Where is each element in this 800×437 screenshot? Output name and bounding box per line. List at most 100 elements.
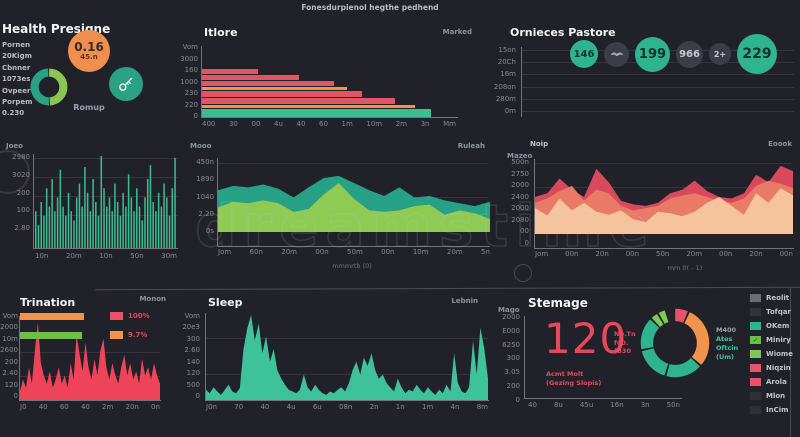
- hbar: [202, 75, 299, 80]
- joeo-bar-chart: [35, 156, 177, 248]
- x-tick-label: 4u: [286, 403, 296, 411]
- y-tick-label: Vom: [184, 312, 200, 320]
- x-tick-label: 3n: [420, 120, 430, 128]
- y-tick-label: 0: [193, 112, 198, 120]
- legend-swatch: [110, 331, 123, 339]
- stemage-y-axis-line: [524, 316, 525, 399]
- x-tick-label: 20m: [281, 248, 297, 256]
- y-tick-label: 450n: [196, 158, 214, 166]
- x-tick-label: 400: [202, 120, 216, 128]
- noip-y-axis-line: [534, 159, 535, 249]
- stemage-x-axis: 40 8u 45u 16n 3n 50n: [528, 402, 680, 409]
- ornices-circles-row: 146 199 966 2+ 229: [570, 32, 777, 76]
- sleep-panel: Sleep Lebnin Vom 20e3 300 2.60 140 120 500 0 J0…: [168, 292, 492, 437]
- y-tick-label: 200: [4, 357, 18, 366]
- legend-item: Niqzin: [750, 364, 793, 372]
- y-tick-label: 15on: [498, 46, 516, 54]
- noip-area-chart: [535, 160, 793, 234]
- noip-title: Noip: [530, 140, 549, 148]
- sleep-x-axis-line: [205, 400, 489, 401]
- joeo-x-axis: 10n 20m 10n 50n 30m: [35, 253, 177, 260]
- x-tick-label: Mm: [443, 120, 456, 128]
- y-tick-label: Vom: [2, 312, 18, 320]
- x-tick-label: 40: [528, 401, 537, 409]
- mooo-x-axis: Jom 60n 20m 00n 50m 00n 10m 20m 5n: [218, 249, 490, 256]
- x-tick-label: 08n: [339, 403, 353, 411]
- noip-panel: Noip Eoook Mazeo 500n 2750 2000 2400 2000 208…: [495, 136, 800, 288]
- mooo-right-label: Ruleah: [457, 142, 485, 150]
- y-tick-label: 1890: [196, 175, 214, 184]
- key-icon: [117, 75, 135, 93]
- x-tick-label: 10n: [99, 252, 113, 260]
- itlore-x-axis-line: [201, 117, 458, 118]
- x-tick-label: 0n: [151, 403, 160, 411]
- x-tick-label: 20m: [65, 252, 82, 260]
- sleep-x-axis: J0n 70 40 4u 6u 08n 2n 1n 1m 4n 8m: [206, 404, 488, 411]
- legend-label: OKem: [766, 322, 790, 330]
- x-tick-label: 70: [234, 403, 244, 411]
- mooo-area-chart: [218, 160, 490, 232]
- hbar: [202, 109, 431, 117]
- joeo-axis-title: Joeo: [6, 142, 23, 150]
- y-tick-label: 0m: [504, 106, 516, 115]
- y-tick-label: 00: [520, 227, 529, 236]
- mooo-panel: Mooo Ruleah 450n 1890 1040 2.20 0s Jom 60n 20m…: [182, 136, 495, 288]
- stemage-panel: Stemage Mago 2000 E000 6250 300 3.05 200 0 120…: [492, 292, 800, 437]
- health-stat: Cbnner: [2, 63, 31, 72]
- x-tick-label: 50n: [666, 401, 680, 409]
- y-tick-label: 1040: [196, 192, 214, 201]
- hbar: [202, 87, 347, 90]
- trination-progress-bars: [20, 313, 84, 351]
- donut-caption-line: (Um): [716, 353, 734, 361]
- health-stat: 0.230: [2, 109, 25, 118]
- donut-caption-line: Oftcin: [716, 344, 739, 352]
- x-tick-label: 2m: [102, 403, 114, 411]
- y-tick-label: 0: [524, 238, 529, 247]
- y-tick-label: 0: [13, 391, 18, 400]
- stemage-side-line: Nb.Tn: [614, 330, 636, 338]
- x-tick-label: 50n: [656, 250, 670, 258]
- y-tick-label: 10m: [2, 334, 18, 343]
- x-tick-label: 16n: [610, 401, 624, 409]
- y-tick-label: E000: [502, 326, 520, 335]
- y-tick-label: 140: [186, 357, 200, 366]
- hbar: [202, 69, 258, 74]
- stemage-y-axis: 2000 E000 6250 300 3.05 200 0: [494, 314, 520, 404]
- donut-caption-line: M400: [716, 326, 737, 334]
- x-tick-label: 20m: [446, 248, 463, 256]
- trination-panel: Trination Monon Vom 2000 10m 2600 200 2.40 120…: [0, 292, 168, 437]
- health-panel: Health Presigne Pornen 20Kigm Cbnner 1073es…: [0, 16, 178, 134]
- metric-circle: 199: [635, 36, 670, 72]
- itlore-panel: Itlore Marked Vom 3000 160 1000 230 220 0 400 3…: [178, 16, 480, 138]
- sleep-y-axis-line: [205, 313, 206, 401]
- noip-x-axis-line: [534, 248, 794, 249]
- y-tick-label: 6250: [502, 340, 520, 349]
- noip-caption: mm 0( - 1): [667, 264, 703, 272]
- stemage-side-line: f00.: [614, 338, 629, 347]
- legend-item: Mlon: [750, 392, 793, 400]
- legend-item: InCim: [750, 406, 793, 414]
- health-stat: Porpem: [2, 98, 33, 107]
- ornices-title: Ornieces Pastore: [510, 26, 616, 39]
- x-tick-label: 60: [319, 120, 328, 128]
- x-tick-label: 10n: [35, 252, 49, 260]
- ornices-y-axis-line: [521, 47, 522, 117]
- x-tick-label: 40: [38, 403, 48, 411]
- legend-label: 9.7%: [128, 331, 148, 339]
- x-tick-label: 10m: [366, 120, 383, 128]
- hbar: [202, 105, 416, 108]
- y-tick-label: 2980: [12, 153, 30, 161]
- x-tick-label: J0: [20, 403, 27, 411]
- x-tick-label: 00: [251, 120, 261, 128]
- y-tick-label: 1000: [180, 77, 198, 86]
- legend-label: Miniry: [766, 336, 791, 344]
- sleep-area-chart: [206, 315, 488, 400]
- legend-swatch: [750, 378, 761, 386]
- legend-label: Tofqar: [766, 308, 791, 316]
- y-tick-label: 300: [186, 334, 200, 343]
- legend-label: Mlon: [766, 392, 786, 400]
- x-tick-label: 30m: [161, 252, 177, 260]
- health-score-sub: 45.n: [80, 53, 98, 61]
- y-tick-label: 20Ch: [497, 58, 516, 67]
- stemage-legend: Reolit Tofqar OKem ✓ Miniry Wiome Niqzin Arola M…: [750, 294, 793, 420]
